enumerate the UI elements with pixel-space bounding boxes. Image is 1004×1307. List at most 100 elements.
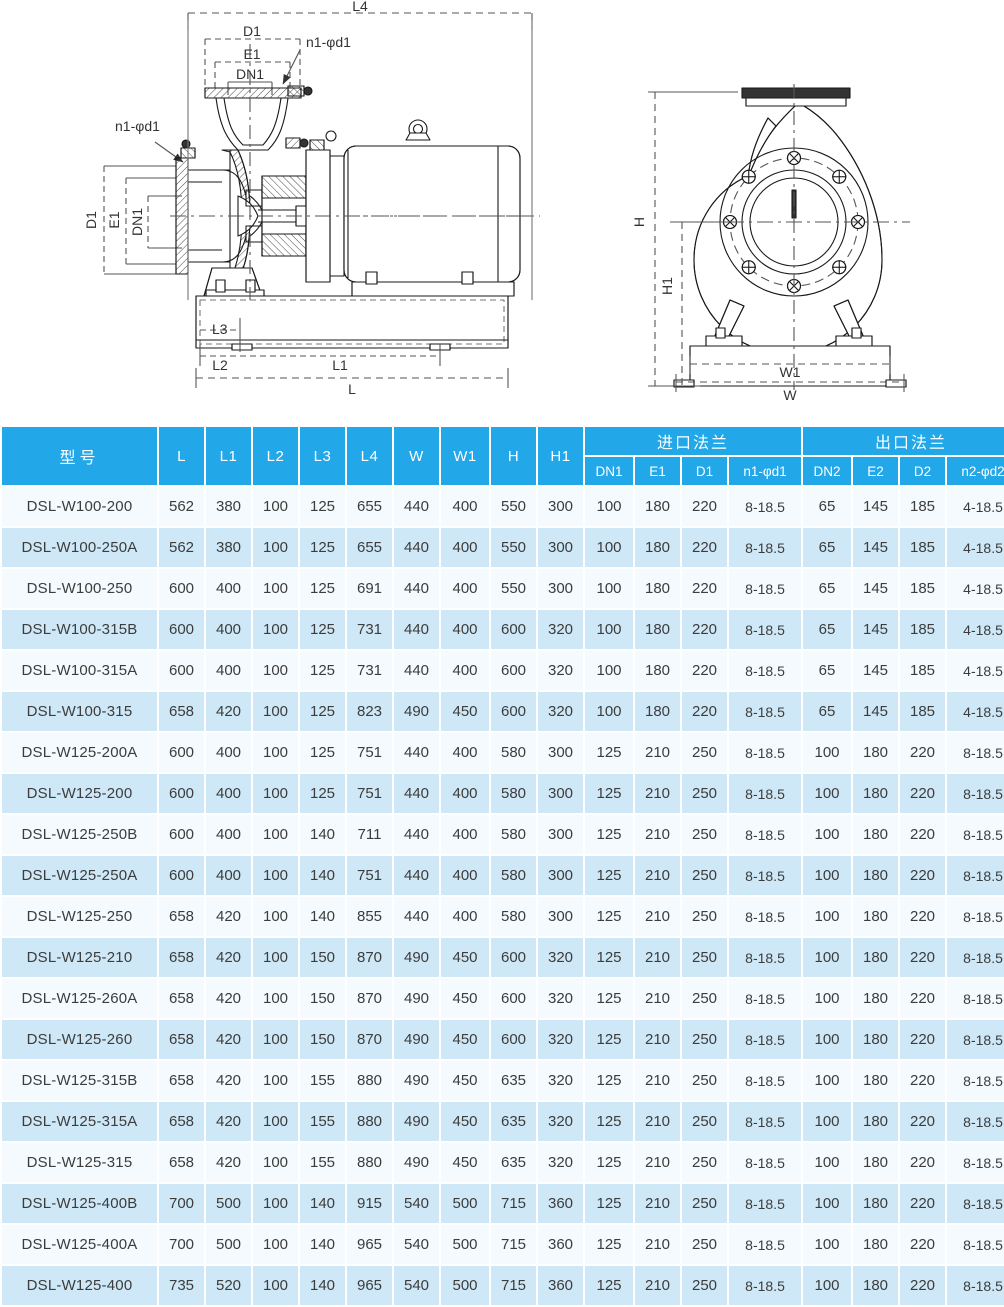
cell-value: 562	[159, 528, 204, 567]
cell-value: 400	[441, 774, 489, 813]
cell-value: 250	[682, 774, 727, 813]
table-row: DSL-W125-210 658 420 100 150 870 490 450 600 320 1…	[2, 938, 1004, 977]
header-col-W: W	[394, 427, 439, 485]
cell-value: 550	[491, 528, 536, 567]
cell-model: DSL-W125-250B	[2, 815, 157, 854]
cell-value: 180	[853, 774, 899, 813]
cell-value: 300	[538, 487, 583, 526]
cell-value: 520	[206, 1266, 251, 1305]
cell-value: 320	[538, 1102, 583, 1141]
cell-value: 915	[347, 1184, 392, 1223]
cell-value: 8-18.5	[729, 1184, 802, 1223]
cell-value: 711	[347, 815, 392, 854]
cell-value: 8-18.5	[729, 1020, 802, 1059]
cell-value: 185	[900, 487, 946, 526]
cell-value: 185	[900, 651, 946, 690]
cell-value: 180	[635, 692, 680, 731]
cell-value: 180	[853, 979, 899, 1018]
cell-value: 420	[206, 692, 251, 731]
cell-value: 125	[585, 856, 633, 895]
top-inlet-flange	[204, 85, 313, 151]
cell-value: 440	[394, 651, 439, 690]
label-W1: W1	[780, 364, 801, 380]
cell-value: 180	[853, 1102, 899, 1141]
cell-value: 562	[159, 487, 204, 526]
cell-value: 658	[159, 938, 204, 977]
cell-value: 550	[491, 569, 536, 608]
cell-value: 600	[491, 610, 536, 649]
cell-value: 965	[347, 1225, 392, 1264]
cell-value: 100	[253, 1102, 298, 1141]
cell-value: 155	[300, 1102, 345, 1141]
cell-value: 600	[491, 1020, 536, 1059]
cell-value: 600	[491, 692, 536, 731]
cell-model: DSL-W125-315B	[2, 1061, 157, 1100]
cell-value: 125	[585, 815, 633, 854]
cell-model: DSL-W125-315	[2, 1143, 157, 1182]
cell-value: 8-18.5	[729, 856, 802, 895]
dim-L4	[187, 12, 533, 30]
header-col-H1: H1	[538, 427, 583, 485]
cell-value: 655	[347, 528, 392, 567]
table-header: 型号 L L1 L2 L3 L4 W W1 H H1 进口法兰 出口法兰 DN1…	[2, 427, 1004, 485]
dim-L1	[240, 344, 441, 366]
cell-value: 100	[253, 1061, 298, 1100]
cell-value: 490	[394, 1061, 439, 1100]
table-row: DSL-W125-400A 700 500 100 140 965 540 500 715 360…	[2, 1225, 1004, 1264]
discharge-flange-top	[741, 87, 851, 107]
cell-value: 440	[394, 733, 439, 772]
cell-value: 180	[853, 1266, 899, 1305]
cell-value: 440	[394, 856, 439, 895]
cell-value: 250	[682, 1102, 727, 1141]
cell-value: 691	[347, 569, 392, 608]
front-base-plate	[673, 345, 907, 388]
cell-value: 125	[300, 610, 345, 649]
label-n1-phid1-top: n1-φd1	[306, 34, 351, 50]
cell-value: 210	[635, 1225, 680, 1264]
cell-value: 490	[394, 938, 439, 977]
cell-value: 220	[900, 1061, 946, 1100]
leader-n1-phid1-top	[282, 49, 301, 85]
cell-value: 870	[347, 938, 392, 977]
cell-model: DSL-W125-200	[2, 774, 157, 813]
cell-value: 145	[853, 569, 899, 608]
cell-value: 580	[491, 733, 536, 772]
cell-value: 250	[682, 938, 727, 977]
cell-value: 220	[900, 1143, 946, 1182]
cell-value: 500	[441, 1225, 489, 1264]
cell-value: 8-18.5	[729, 815, 802, 854]
cell-value: 65	[803, 528, 852, 567]
cell-value: 155	[300, 1061, 345, 1100]
cell-value: 150	[300, 979, 345, 1018]
cell-value: 500	[206, 1184, 251, 1223]
cell-value: 300	[538, 733, 583, 772]
dim-W1	[689, 356, 891, 374]
cell-value: 100	[253, 651, 298, 690]
cell-value: 125	[585, 733, 633, 772]
cell-value: 250	[682, 1225, 727, 1264]
cell-value: 185	[900, 569, 946, 608]
cell-value: 880	[347, 1102, 392, 1141]
cell-value: 400	[206, 569, 251, 608]
cell-value: 100	[253, 1020, 298, 1059]
cell-value: 140	[300, 897, 345, 936]
table-row: DSL-W125-315A 658 420 100 155 880 490 450 635 320…	[2, 1102, 1004, 1141]
cell-value: 100	[253, 1143, 298, 1182]
cell-value: 125	[300, 651, 345, 690]
cell-value: 220	[682, 692, 727, 731]
cell-value: 550	[491, 487, 536, 526]
cell-value: 580	[491, 856, 536, 895]
cell-value: 490	[394, 1143, 439, 1182]
cell-value: 700	[159, 1225, 204, 1264]
cell-value: 400	[206, 733, 251, 772]
cell-value: 250	[682, 1266, 727, 1305]
cell-value: 870	[347, 979, 392, 1018]
cell-value: 100	[803, 1020, 852, 1059]
cell-value: 420	[206, 897, 251, 936]
cell-value: 125	[585, 1266, 633, 1305]
cell-value: 8-18.5	[947, 979, 1004, 1018]
cell-value: 823	[347, 692, 392, 731]
table-row: DSL-W125-200 600 400 100 125 751 440 400 580 300 1…	[2, 774, 1004, 813]
cell-value: 125	[585, 1143, 633, 1182]
cell-value: 600	[159, 569, 204, 608]
